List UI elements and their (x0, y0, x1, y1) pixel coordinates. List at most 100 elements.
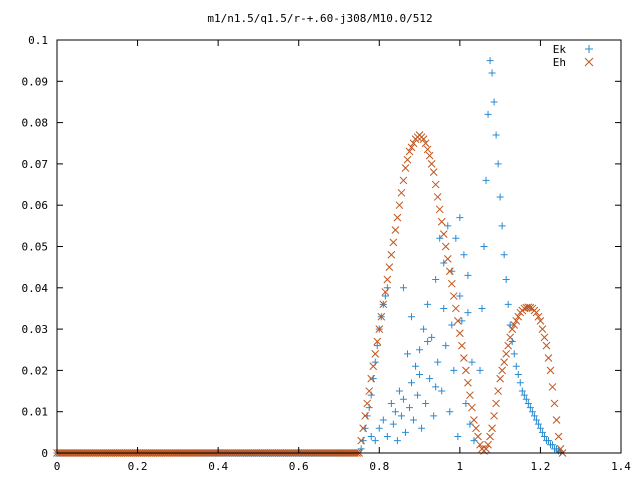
data-point (464, 378, 472, 387)
data-point (449, 292, 458, 300)
data-point (423, 145, 432, 154)
data-point (482, 176, 490, 184)
data-point (476, 440, 484, 449)
data-point (387, 250, 396, 259)
data-point (498, 222, 506, 230)
legend-label: Ek (553, 43, 567, 56)
y-tick-label: 0.1 (28, 34, 48, 47)
data-point (458, 317, 466, 325)
y-tick-label: 0.09 (22, 75, 49, 88)
data-point (357, 436, 366, 445)
data-point (536, 424, 544, 432)
data-point (383, 275, 392, 284)
data-point (526, 303, 535, 312)
data-point (538, 428, 546, 436)
data-point (408, 313, 416, 321)
data-point (458, 341, 466, 350)
data-point (512, 362, 520, 370)
data-point (532, 308, 541, 317)
data-point (426, 375, 434, 383)
data-point (419, 135, 428, 143)
data-point (453, 316, 462, 325)
data-point (522, 395, 530, 403)
data-point (399, 176, 408, 185)
data-point (361, 411, 370, 420)
data-point (546, 366, 555, 375)
data-point (470, 416, 478, 424)
data-point (399, 395, 407, 403)
data-point (496, 374, 504, 383)
data-point (518, 387, 526, 395)
data-point (401, 428, 409, 436)
data-point (373, 342, 381, 350)
data-point (510, 321, 519, 329)
data-point (393, 437, 401, 445)
data-point (401, 164, 410, 172)
data-point (492, 131, 500, 139)
legend-label: Eh (553, 56, 566, 69)
data-point (494, 387, 502, 395)
data-point (427, 160, 436, 168)
data-point (439, 230, 448, 238)
data-point (418, 424, 426, 432)
data-point (530, 412, 538, 420)
data-point (359, 424, 368, 433)
data-point (437, 217, 446, 226)
data-point (520, 391, 528, 399)
data-point (430, 412, 438, 420)
data-point (395, 387, 403, 395)
data-point (409, 139, 418, 148)
data-point (416, 371, 424, 379)
data-point (466, 391, 474, 400)
y-tick-label: 0.07 (22, 158, 49, 171)
data-point (429, 168, 438, 177)
data-point (540, 333, 549, 342)
data-point (472, 424, 480, 433)
data-point (443, 255, 452, 263)
data-point (391, 408, 399, 416)
x-tick-label: 0.6 (289, 460, 309, 473)
data-point (552, 416, 561, 424)
data-point (504, 300, 512, 308)
data-point (381, 288, 390, 296)
data-point (424, 300, 432, 308)
series-eh (355, 131, 567, 457)
data-point (432, 276, 440, 284)
data-point (451, 304, 460, 313)
data-point (470, 437, 478, 445)
data-point (375, 424, 383, 432)
data-point (538, 325, 547, 333)
data-point (375, 325, 384, 333)
data-point (436, 234, 444, 242)
data-point (554, 432, 563, 441)
data-point (425, 151, 434, 160)
data-point (504, 341, 513, 350)
data-point (391, 226, 400, 234)
data-point (379, 300, 388, 309)
data-point (383, 432, 391, 440)
data-point (416, 346, 424, 354)
legend-marker (584, 57, 594, 67)
data-point (492, 399, 500, 408)
data-point (363, 399, 372, 408)
data-point (367, 374, 376, 383)
data-point (502, 276, 510, 284)
x-tick-label: 1.2 (530, 460, 550, 473)
data-point (424, 337, 432, 345)
data-point (428, 333, 436, 341)
data-point (421, 139, 430, 148)
data-point (490, 411, 498, 420)
x-tick-label: 0.2 (128, 460, 148, 473)
data-point (377, 312, 386, 321)
data-point (494, 160, 502, 168)
data-point (432, 383, 440, 391)
data-point (460, 251, 468, 259)
data-point (385, 263, 394, 272)
data-point (506, 333, 515, 342)
data-point (549, 441, 557, 449)
y-tick-label: 0.08 (22, 117, 49, 130)
data-point (542, 341, 551, 350)
data-point (442, 342, 450, 350)
data-point (445, 267, 454, 276)
